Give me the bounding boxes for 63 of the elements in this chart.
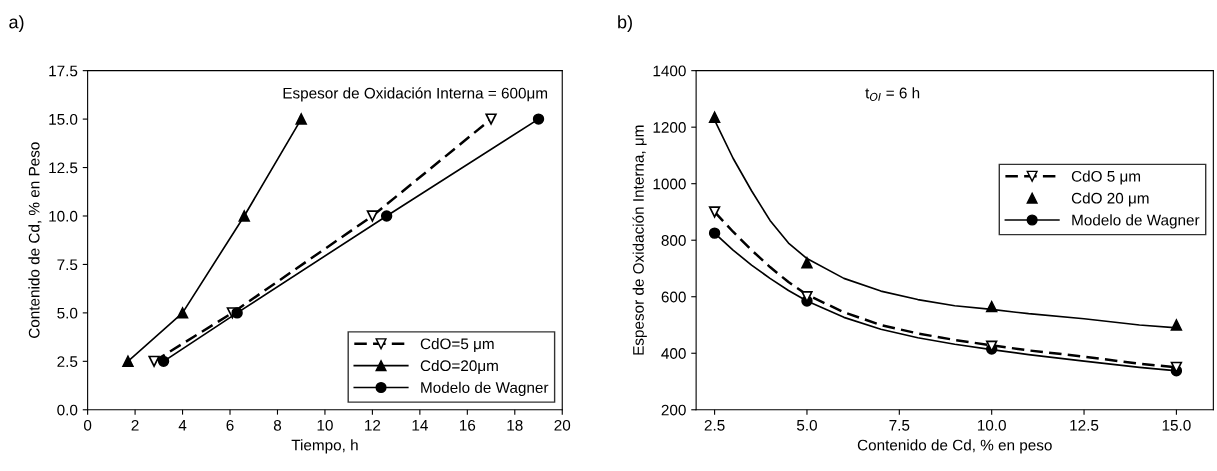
text: a) bbox=[9, 15, 24, 32]
point bbox=[801, 257, 813, 269]
x-axis-title: Tiempo, h bbox=[291, 439, 358, 454]
point bbox=[231, 307, 243, 319]
point bbox=[708, 206, 721, 218]
x-tick-label: 7.5 bbox=[889, 420, 910, 431]
annotation: Espesor de Oxidación Interna = 600μm bbox=[283, 87, 548, 102]
legend-label: CdO=5 μm bbox=[420, 338, 494, 353]
legend-label: CdO=20μm bbox=[420, 359, 498, 374]
point bbox=[157, 355, 170, 368]
point bbox=[122, 355, 134, 368]
y-tick-label: 12.5 bbox=[49, 162, 78, 174]
y-tick-label: 15.0 bbox=[49, 113, 78, 125]
y-axis-title: Espesor de Oxidación Interna, μm bbox=[632, 125, 647, 355]
y-tick-label: 800 bbox=[661, 235, 686, 246]
y-tick-label: 0.0 bbox=[57, 404, 78, 416]
point bbox=[295, 113, 307, 125]
x-tick-label: 20 bbox=[554, 419, 571, 431]
x-tick-label: 4 bbox=[178, 420, 187, 431]
x-tick-label: 14 bbox=[412, 420, 428, 431]
y-tick-label: 400 bbox=[661, 348, 686, 359]
legend-label: CdO 5 μm bbox=[1071, 170, 1141, 185]
x-tick-label: 5.0 bbox=[796, 419, 817, 431]
point bbox=[708, 227, 721, 239]
y-axis-title: Contenido de Cd, % en Peso bbox=[28, 142, 42, 338]
point bbox=[366, 210, 379, 222]
point bbox=[176, 307, 189, 319]
x-tick-label: 10.0 bbox=[977, 419, 1006, 431]
point bbox=[532, 113, 545, 125]
y-tick-label: 2.5 bbox=[57, 356, 78, 368]
y-tick-label: 1400 bbox=[653, 65, 686, 77]
x-tick-label: 2 bbox=[131, 419, 139, 431]
y-tick-label: 7.5 bbox=[57, 259, 78, 271]
x-tick-label: 6 bbox=[226, 419, 234, 431]
y-tick-label: 1000 bbox=[653, 178, 686, 190]
x-axis-title: Contenido de Cd, % en peso bbox=[857, 439, 1052, 454]
legend-label: CdO 20 μm bbox=[1071, 192, 1149, 207]
point bbox=[485, 113, 497, 125]
y-tick-label: 10.0 bbox=[49, 210, 78, 222]
legend-label: Modelo de Wagner bbox=[421, 381, 549, 397]
x-tick-label: 10 bbox=[317, 419, 333, 431]
point bbox=[148, 355, 160, 368]
x-tick-label: 18 bbox=[507, 419, 523, 431]
point bbox=[1170, 319, 1183, 331]
legend-label: Modelo de Wagner bbox=[1072, 214, 1200, 229]
y-tick-label: 1200 bbox=[653, 122, 686, 133]
x-tick-label: 2.5 bbox=[704, 419, 725, 431]
point bbox=[985, 300, 998, 313]
x-tick-label: 12.5 bbox=[1070, 419, 1099, 431]
text: b) bbox=[618, 15, 632, 32]
point bbox=[238, 210, 250, 222]
y-tick-label: 5.0 bbox=[57, 307, 78, 319]
point bbox=[708, 111, 721, 123]
x-tick-label: 8 bbox=[273, 419, 282, 431]
y-tick-label: 17.5 bbox=[49, 65, 78, 77]
annotation: t$_{OI}$ = 6 h bbox=[865, 87, 920, 101]
y-tick-label: 600 bbox=[661, 291, 686, 303]
x-tick-label: 12 bbox=[365, 419, 381, 431]
x-tick-label: 16 bbox=[460, 419, 476, 431]
x-tick-label: 0 bbox=[83, 419, 92, 431]
y-tick-label: 200 bbox=[661, 404, 686, 416]
point bbox=[380, 210, 393, 222]
x-tick-label: 15.0 bbox=[1162, 419, 1191, 431]
